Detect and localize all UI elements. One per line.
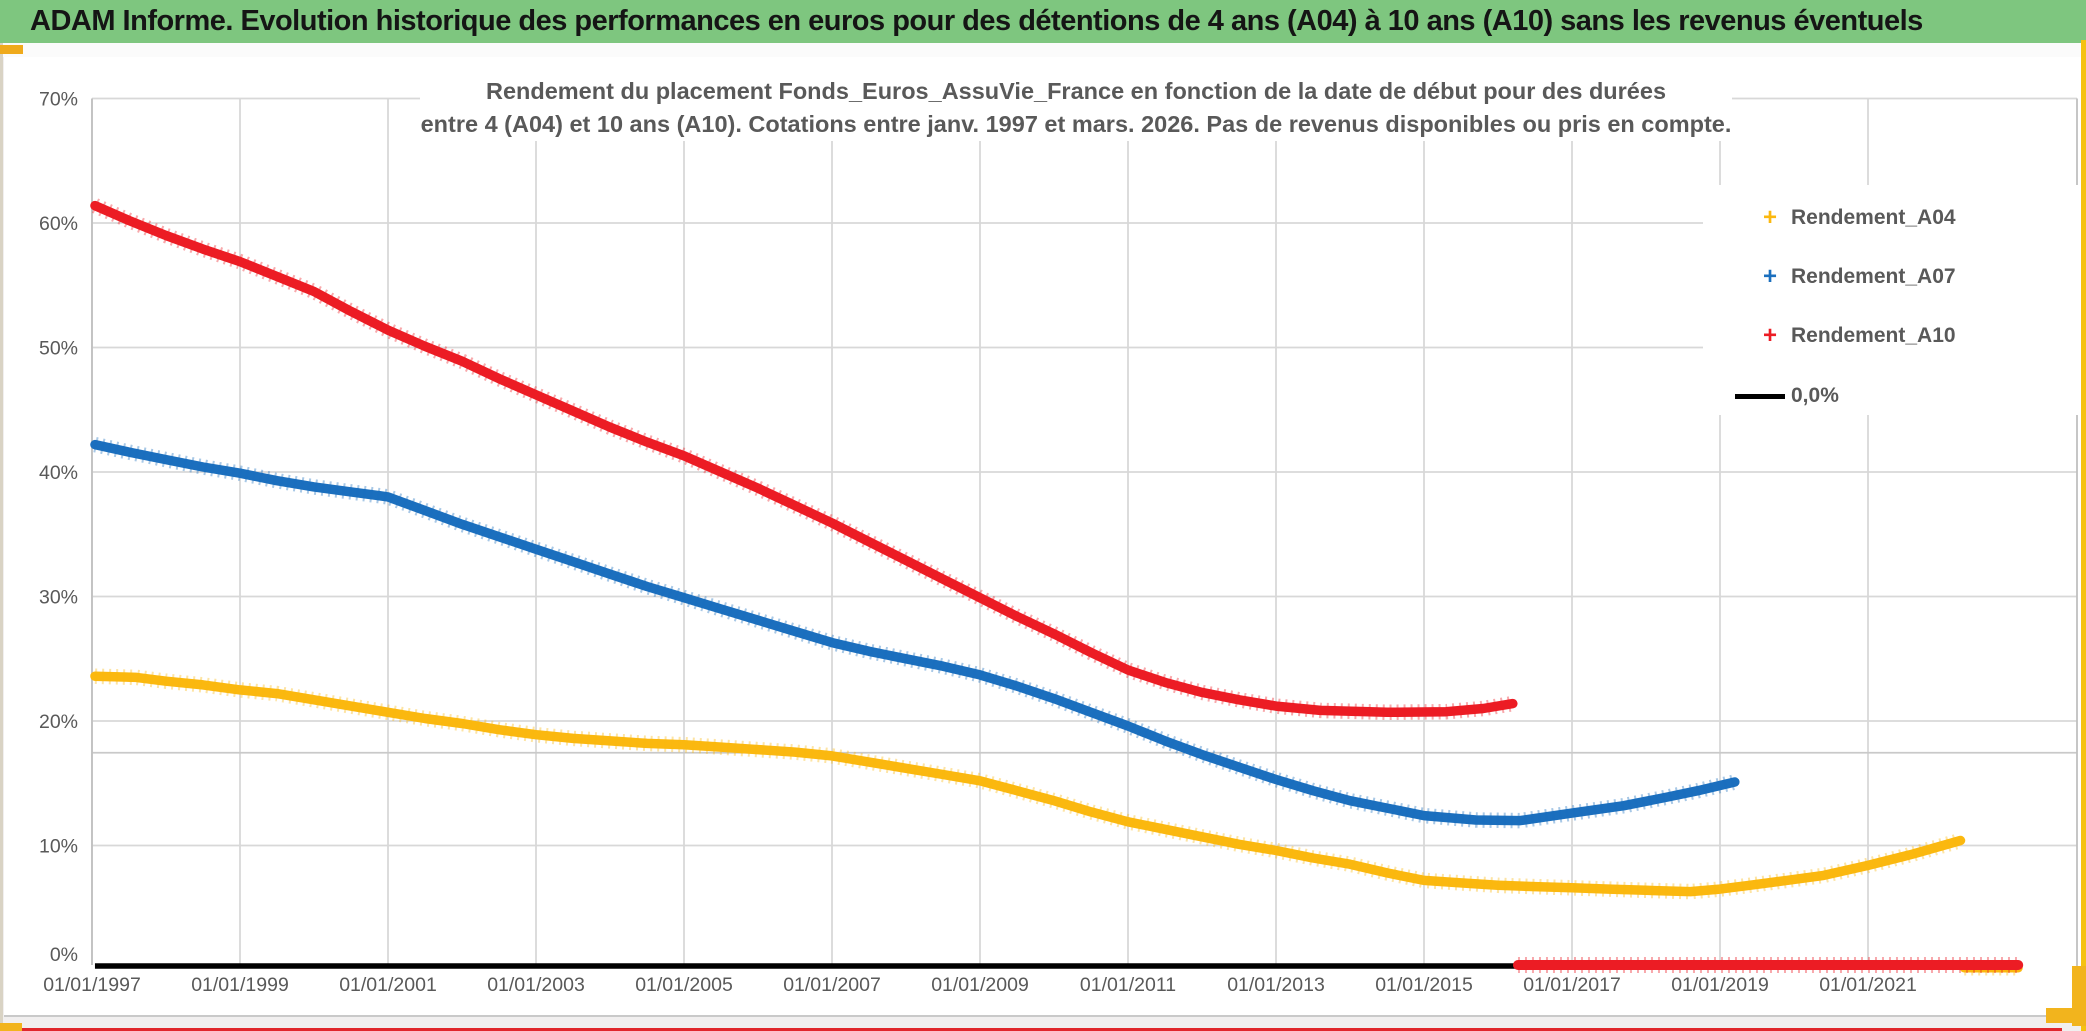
x-axis-tick-label: 01/01/2011 [1080, 974, 1176, 996]
legend-label: Rendement_A04 [1791, 206, 1956, 229]
series-rendement_a04 [90, 668, 1966, 900]
y-axis-tick-label: 0% [50, 944, 78, 966]
y-axis-tick-label: 40% [39, 462, 78, 484]
header-gap-band [0, 43, 2086, 57]
y-axis-tick-label: 20% [39, 711, 78, 733]
y-axis-tick-label: 70% [39, 89, 78, 111]
chart-title-line2: entre 4 (A04) et 10 ans (A10). Cotations… [420, 111, 1732, 137]
chart-bottom-border [4, 1015, 2081, 1017]
x-axis-labels: 01/01/1997 01/01/1999 01/01/2001 01/01/2003… [43, 974, 1917, 996]
x-axis-tick-label: 01/01/2013 [1227, 974, 1325, 996]
legend-item-rendement-a04[interactable]: + Rendement_A04 [1703, 201, 2082, 235]
line-marker-icon [1735, 393, 1785, 399]
legend-item-0-0-[interactable]: 0,0% [1703, 379, 2082, 413]
y-axis-tick-label: 60% [39, 213, 78, 235]
bottom-right-corner-accent-h [2046, 1008, 2086, 1023]
x-axis-tick-label: 01/01/2001 [339, 974, 437, 996]
x-axis-tick-label: 01/01/2003 [487, 974, 585, 996]
legend-label: Rendement_A07 [1791, 265, 1956, 288]
bottom-left-yellow-accent [0, 1023, 22, 1031]
chart-title-line1: Rendement du placement Fonds_Euros_AssuV… [485, 78, 1667, 104]
y-axis-labels: 0% 10% 20% 30% 40% 50% 60% 70% [39, 89, 78, 967]
chart-title: Rendement du placement Fonds_Euros_AssuV… [420, 58, 1732, 141]
x-axis-tick-label: 01/01/2007 [783, 974, 881, 996]
legend-item-rendement-a07[interactable]: + Rendement_A07 [1703, 260, 2082, 294]
bottom-red-accent [22, 1028, 2062, 1031]
legend-label: 0,0% [1791, 384, 1839, 407]
chart-legend: + Rendement_A04 + Rendement_A07 + Rendement_A… [1703, 185, 2082, 415]
header-banner: ADAM Informe. Evolution historique des p… [0, 0, 2086, 43]
x-axis-tick-label: 01/01/2017 [1523, 974, 1621, 996]
x-axis-tick-label: 01/01/2021 [1819, 974, 1917, 996]
legend-label: Rendement_A10 [1791, 324, 1956, 347]
legend-item-rendement-a10[interactable]: + Rendement_A10 [1703, 319, 2082, 353]
x-axis-tick-label: 01/01/2015 [1375, 974, 1473, 996]
series-rendement_a07 [90, 437, 1740, 829]
plus-marker-icon: + [1762, 263, 1777, 290]
orange-corner-chip [0, 45, 23, 54]
plus-marker-icon: + [1762, 204, 1777, 231]
x-axis-tick-label: 01/01/1999 [191, 974, 289, 996]
y-axis-tick-label: 30% [39, 587, 78, 609]
plus-marker-icon: + [1762, 322, 1777, 349]
x-axis-tick-label: 01/01/1997 [43, 974, 141, 996]
left-edge-accent [0, 43, 3, 1031]
x-axis-tick-label: 01/01/2019 [1671, 974, 1769, 996]
y-axis-tick-label: 10% [39, 836, 78, 858]
x-axis-tick-label: 01/01/2005 [635, 974, 733, 996]
series-rendement_a10 [90, 198, 1518, 721]
header-title: ADAM Informe. Evolution historique des p… [30, 5, 1923, 37]
right-edge-accent [2081, 40, 2086, 1031]
x-axis-tick-label: 01/01/2009 [931, 974, 1029, 996]
y-axis-tick-label: 50% [39, 338, 78, 360]
